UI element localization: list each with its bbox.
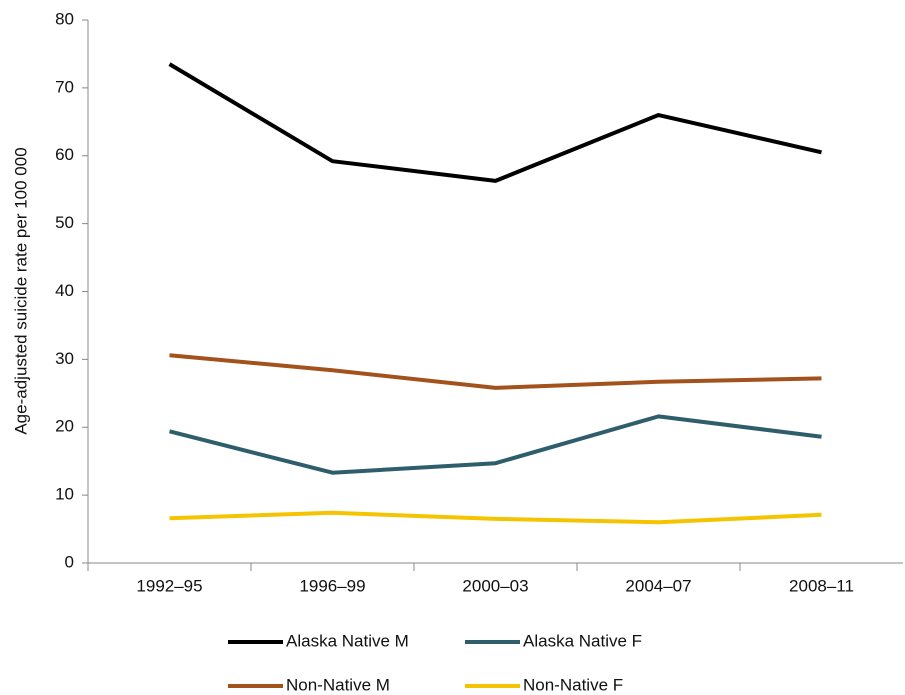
legend-label: Alaska Native F <box>523 631 642 650</box>
y-tick-label: 20 <box>55 417 74 436</box>
x-tick-label: 2000–03 <box>462 576 528 595</box>
x-tick-label: 2008–11 <box>789 576 854 595</box>
legend-label: Non-Native F <box>523 675 623 694</box>
legend-label: Alaska Native M <box>286 631 409 650</box>
series-line <box>169 414 822 475</box>
series-line <box>169 510 822 525</box>
series-line <box>169 353 822 390</box>
y-tick-label: 50 <box>55 213 74 232</box>
legend-label: Non-Native M <box>286 675 390 694</box>
y-tick-label: 40 <box>55 281 74 300</box>
y-tick-label: 10 <box>55 485 74 504</box>
y-tick-label: 0 <box>65 552 74 571</box>
series-line <box>168 62 822 183</box>
y-axis-title: Age-adjusted suicide rate per 100 000 <box>11 147 30 434</box>
y-tick-label: 60 <box>55 145 74 164</box>
y-tick-label: 80 <box>55 9 74 28</box>
x-tick-label: 2004–07 <box>625 576 691 595</box>
y-tick-label: 30 <box>55 349 74 368</box>
x-tick-label: 1992–95 <box>136 576 202 595</box>
y-tick-label: 70 <box>55 77 74 96</box>
x-tick-label: 1996–99 <box>299 576 365 595</box>
